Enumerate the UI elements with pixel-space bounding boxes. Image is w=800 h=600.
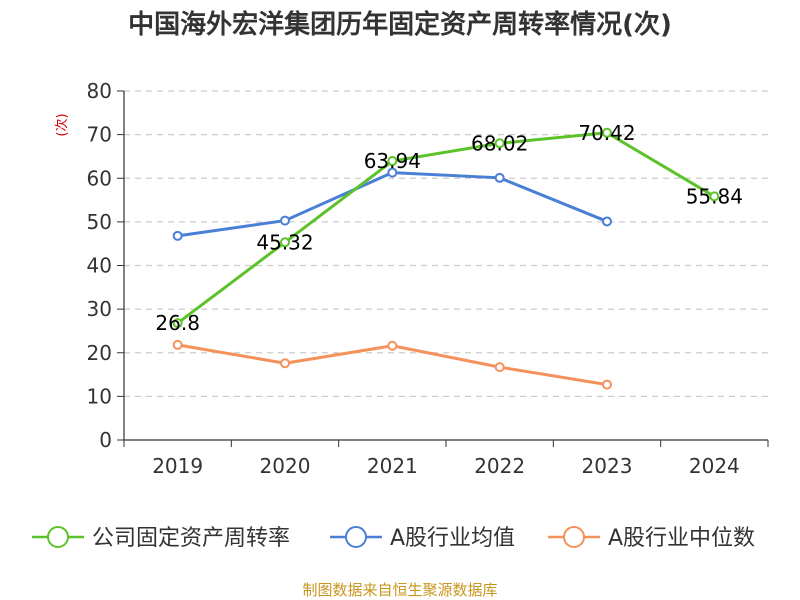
y-tick-label: 10 xyxy=(87,384,112,408)
data-label: 70.42 xyxy=(578,121,635,145)
data-point xyxy=(494,138,505,149)
legend-label: 公司固定资产周转率 xyxy=(92,526,290,551)
x-tick-label: 2024 xyxy=(689,454,740,478)
data-point xyxy=(172,318,183,329)
data-point xyxy=(494,362,505,373)
y-tick-label: 30 xyxy=(87,297,112,321)
x-tick-label: 2022 xyxy=(474,454,525,478)
source-note: 制图数据来自恒生聚源数据库 xyxy=(302,581,497,599)
data-point xyxy=(280,237,290,248)
y-tick-label: 70 xyxy=(87,123,112,147)
data-point xyxy=(602,127,612,138)
legend: 公司固定资产周转率 A股行业均值 A股行业中位数 xyxy=(32,526,755,551)
legend-marker xyxy=(345,526,367,548)
data-point xyxy=(602,216,612,227)
data-label: 26.8 xyxy=(155,311,200,335)
series-line xyxy=(177,171,608,238)
legend-label: A股行业中位数 xyxy=(608,526,755,551)
y-tick-label: 60 xyxy=(87,166,112,190)
x-tick-label: 2019 xyxy=(152,454,203,478)
grid-lines xyxy=(124,90,768,397)
legend-item: A股行业中位数 xyxy=(548,526,755,551)
y-tick-label: 40 xyxy=(87,254,112,278)
y-tick-label: 20 xyxy=(87,341,112,365)
series-line xyxy=(176,131,716,325)
x-tick-label: 2020 xyxy=(260,454,311,478)
x-tick-label: 2021 xyxy=(367,454,418,478)
data-point xyxy=(494,172,505,183)
data-label: 68.02 xyxy=(471,131,528,155)
data-label: 63.94 xyxy=(364,149,421,173)
data-point xyxy=(387,167,398,178)
x-tick-label: 2023 xyxy=(582,454,633,478)
data-label: 45.32 xyxy=(256,230,313,254)
data-point xyxy=(172,230,183,241)
data-point xyxy=(387,156,398,167)
y-tick-label: 80 xyxy=(87,79,112,103)
data-point xyxy=(602,379,612,390)
series-lines xyxy=(172,127,720,390)
data-point xyxy=(172,339,183,350)
data-point xyxy=(709,191,720,202)
y-axis-label: (次) xyxy=(54,113,70,136)
data-point xyxy=(280,215,290,226)
legend-item: A股行业均值 xyxy=(330,526,515,551)
axes: 0 10 20 30 40 50 60 70 80 2019 2020 2021 2022 2023 202… xyxy=(87,79,769,478)
data-point xyxy=(387,340,398,351)
data-labels: 26.8 45.32 63.94 68.02 70.42 55.84 xyxy=(155,121,743,335)
legend-item: 公司固定资产周转率 xyxy=(32,526,290,551)
data-label: 55.84 xyxy=(686,184,743,208)
chart-title: 中国海外宏洋集团历年固定资产周转率情况(次) xyxy=(128,9,672,40)
y-tick-label: 50 xyxy=(87,210,112,234)
series-line xyxy=(177,343,608,387)
legend-marker xyxy=(563,526,585,548)
data-point xyxy=(280,358,290,369)
legend-label: A股行业均值 xyxy=(390,526,515,551)
y-tick-label: 0 xyxy=(99,428,112,452)
legend-marker xyxy=(47,526,69,548)
